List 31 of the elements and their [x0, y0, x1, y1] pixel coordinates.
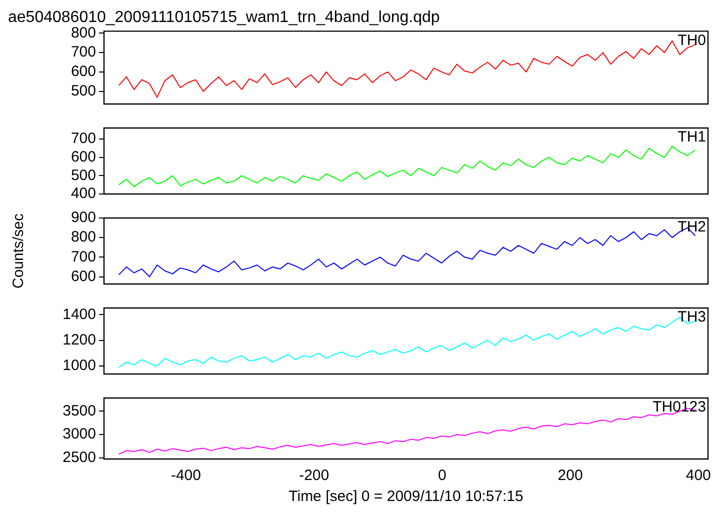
- x-tick-label: 400: [686, 467, 711, 484]
- series-label: TH2: [678, 218, 706, 236]
- series-label: TH3: [678, 308, 706, 326]
- x-tick-label: 200: [558, 467, 583, 484]
- y-tick-label: 800: [70, 228, 96, 246]
- y-tick-label: 3500: [62, 402, 96, 420]
- y-tick-label: 600: [70, 63, 96, 80]
- y-tick-label: 400: [70, 185, 96, 202]
- y-tick-label: 900: [70, 209, 96, 226]
- y-tick-label: 600: [70, 148, 96, 166]
- y-tick-label: 800: [70, 24, 96, 42]
- y-tick-label: 1200: [62, 332, 96, 348]
- y-tick-label: 700: [70, 248, 96, 266]
- y-tick-label: 500: [70, 82, 96, 100]
- y-axis-title: Counts/sec: [10, 212, 28, 289]
- series-label: TH0123: [652, 398, 706, 416]
- chart-title: ae504086010_20091110105715_wam1_trn_4band_long.qdp: [8, 9, 440, 26]
- y-tick-label: 500: [70, 166, 96, 184]
- y-tick-label: 1400: [62, 306, 96, 323]
- x-tick-label: 0: [438, 467, 446, 484]
- x-tick-label: -400: [170, 467, 201, 484]
- y-tick-label: 2500: [62, 449, 96, 466]
- y-tick-label: 700: [70, 130, 96, 148]
- x-axis-title: Time [sec] 0 = 2009/11/10 10:57:15: [288, 488, 524, 506]
- y-tick-label: 3000: [62, 426, 96, 443]
- series-label: TH0: [678, 32, 706, 49]
- x-tick-label: -200: [299, 467, 330, 484]
- series-label: TH1: [678, 128, 706, 146]
- y-tick-label: 700: [70, 44, 96, 61]
- y-tick-label: 1000: [62, 357, 96, 374]
- y-tick-label: 600: [70, 268, 96, 285]
